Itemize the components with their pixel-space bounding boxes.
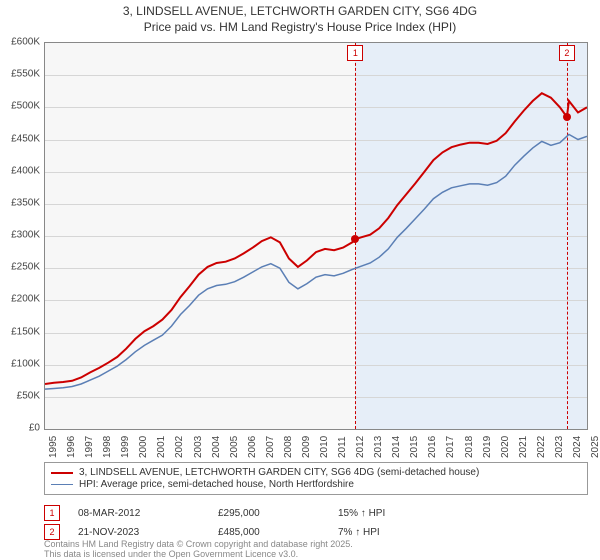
x-axis-tick-label: 2004: [211, 436, 222, 458]
x-axis-tick-label: 2018: [464, 436, 475, 458]
x-axis-tick-label: 2014: [391, 436, 402, 458]
y-axis-tick-label: £400K: [0, 165, 40, 176]
x-axis-tick-label: 2008: [283, 436, 294, 458]
x-axis-tick-label: 2001: [156, 436, 167, 458]
x-axis-tick-label: 1995: [48, 436, 59, 458]
x-axis-tick-label: 2025: [590, 436, 600, 458]
y-axis-tick-label: £0: [0, 423, 40, 434]
x-axis-tick-label: 2007: [265, 436, 276, 458]
title-line-2: Price paid vs. HM Land Registry's House …: [0, 20, 600, 36]
legend-box: 3, LINDSELL AVENUE, LETCHWORTH GARDEN CI…: [44, 462, 588, 495]
annotation-row: 2 21-NOV-2023 £485,000 7% ↑ HPI: [44, 524, 588, 540]
y-axis-tick-label: £200K: [0, 294, 40, 305]
annotation-row: 1 08-MAR-2012 £295,000 15% ↑ HPI: [44, 505, 588, 521]
x-axis-tick-label: 2016: [427, 436, 438, 458]
legend-label: HPI: Average price, semi-detached house,…: [79, 479, 354, 490]
y-axis-tick-label: £500K: [0, 101, 40, 112]
x-axis-tick-label: 2010: [319, 436, 330, 458]
footnote: Contains HM Land Registry data © Crown c…: [44, 540, 353, 560]
annotation-price: £485,000: [218, 527, 338, 538]
y-axis-tick-label: £600K: [0, 37, 40, 48]
y-axis-tick-label: £250K: [0, 262, 40, 273]
x-axis-tick-label: 2005: [229, 436, 240, 458]
y-axis-tick-label: £450K: [0, 133, 40, 144]
x-axis-tick-label: 2022: [536, 436, 547, 458]
annotation-pct: 7% ↑ HPI: [338, 527, 428, 538]
x-axis-tick-label: 1996: [66, 436, 77, 458]
x-axis-tick-label: 2015: [409, 436, 420, 458]
x-axis-tick-label: 1998: [102, 436, 113, 458]
annotation-marker-box: 1: [44, 505, 60, 521]
x-axis-tick-label: 1997: [84, 436, 95, 458]
x-axis-tick-label: 2012: [355, 436, 366, 458]
x-axis-tick-label: 2023: [554, 436, 565, 458]
x-axis-tick-label: 2000: [138, 436, 149, 458]
x-axis-tick-label: 2011: [337, 436, 348, 458]
annotation-table: 1 08-MAR-2012 £295,000 15% ↑ HPI 2 21-NO…: [44, 502, 588, 543]
x-axis-tick-label: 2020: [500, 436, 511, 458]
annotation-pct: 15% ↑ HPI: [338, 508, 428, 519]
y-axis-tick-label: £550K: [0, 69, 40, 80]
x-axis-tick-label: 2006: [247, 436, 258, 458]
series-price_paid: [45, 93, 587, 384]
y-axis-tick-label: £350K: [0, 197, 40, 208]
annotation-date: 08-MAR-2012: [78, 508, 218, 519]
x-axis-tick-label: 2013: [373, 436, 384, 458]
legend-swatch: [51, 484, 73, 485]
x-axis-tick-label: 2024: [572, 436, 583, 458]
chart-plot-area: 12: [44, 42, 588, 430]
legend-label: 3, LINDSELL AVENUE, LETCHWORTH GARDEN CI…: [79, 467, 479, 478]
title-line-1: 3, LINDSELL AVENUE, LETCHWORTH GARDEN CI…: [0, 4, 600, 20]
legend-item: HPI: Average price, semi-detached house,…: [51, 479, 581, 490]
chart-title: 3, LINDSELL AVENUE, LETCHWORTH GARDEN CI…: [0, 0, 600, 35]
y-axis-tick-label: £300K: [0, 230, 40, 241]
legend-swatch: [51, 472, 73, 474]
x-axis-tick-label: 2009: [301, 436, 312, 458]
x-axis-tick-label: 2017: [445, 436, 456, 458]
y-axis-tick-label: £50K: [0, 390, 40, 401]
annotation-price: £295,000: [218, 508, 338, 519]
x-axis-tick-label: 2002: [174, 436, 185, 458]
footnote-line-2: This data is licensed under the Open Gov…: [44, 550, 353, 560]
x-axis-tick-label: 2021: [518, 436, 529, 458]
y-axis-tick-label: £150K: [0, 326, 40, 337]
legend-item: 3, LINDSELL AVENUE, LETCHWORTH GARDEN CI…: [51, 467, 581, 478]
series-hpi: [45, 134, 587, 389]
x-axis-tick-label: 2003: [193, 436, 204, 458]
annotation-date: 21-NOV-2023: [78, 527, 218, 538]
x-axis-tick-label: 2019: [482, 436, 493, 458]
x-axis-tick-label: 1999: [120, 436, 131, 458]
y-axis-tick-label: £100K: [0, 358, 40, 369]
annotation-marker-box: 2: [44, 524, 60, 540]
